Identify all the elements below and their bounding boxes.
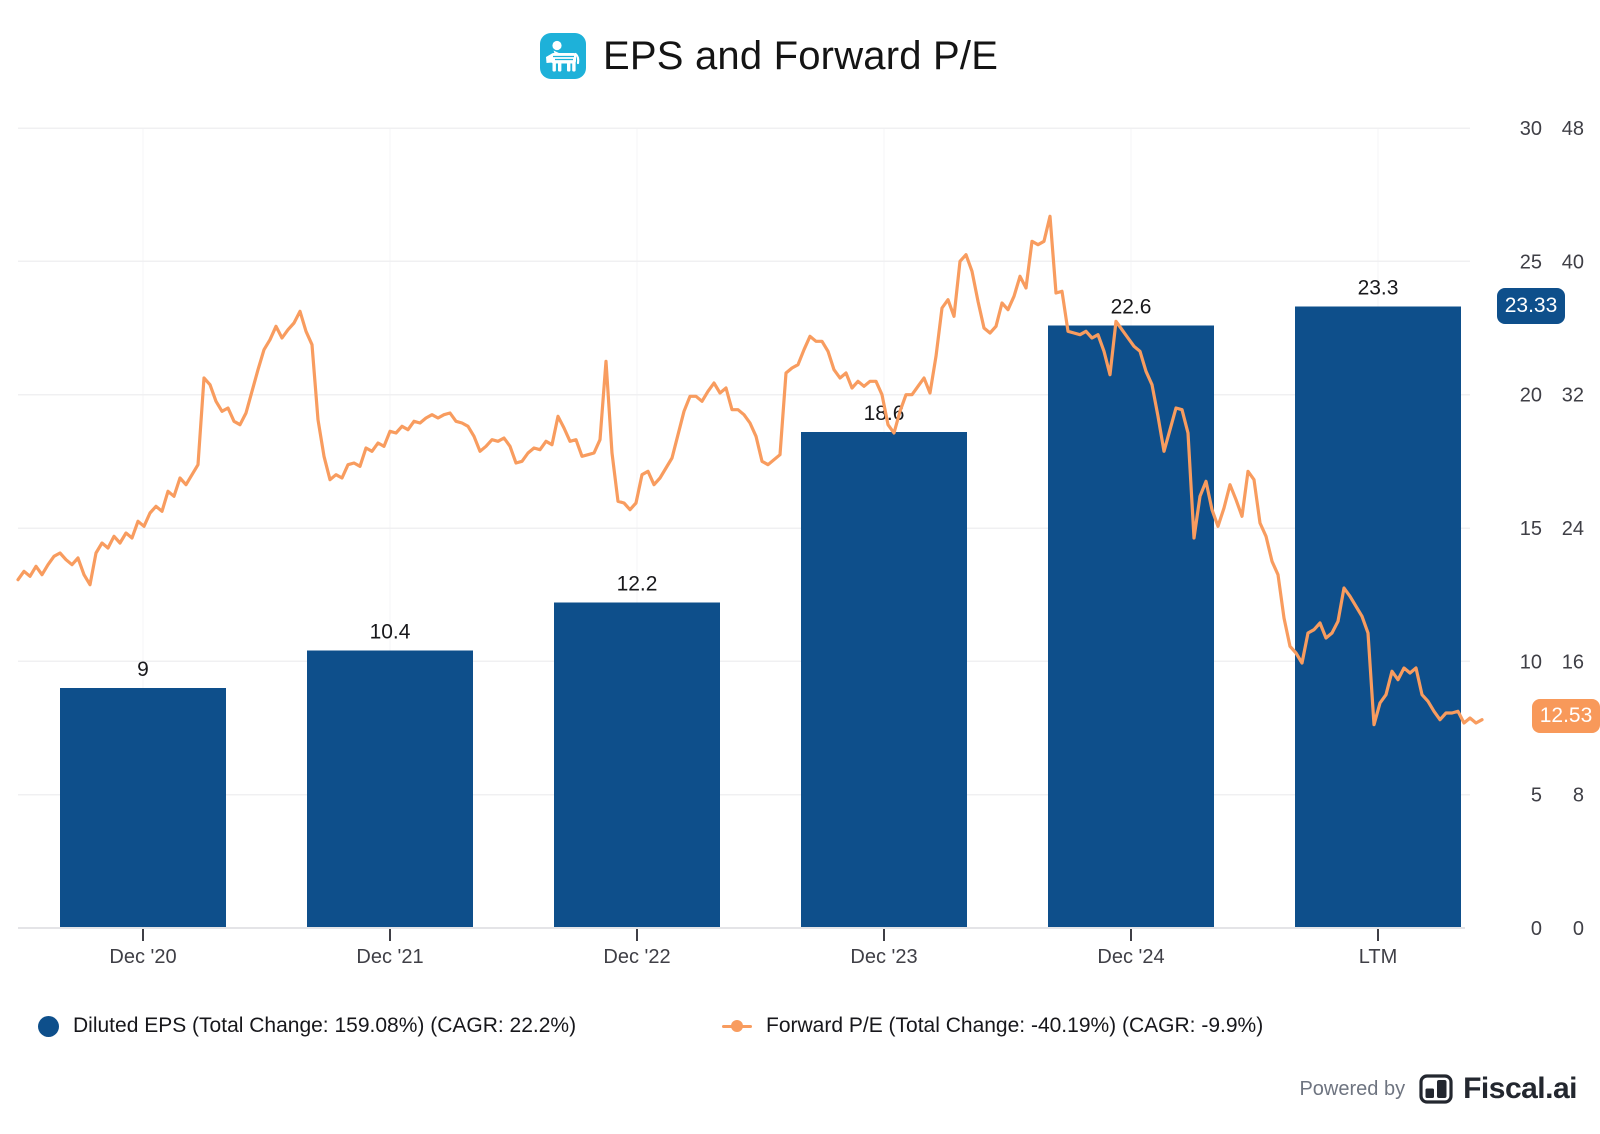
legend-label: Forward P/E (Total Change: -40.19%) (CAG… xyxy=(766,1014,1264,1037)
y-axis-label-eps: 5 xyxy=(1531,785,1542,807)
bar-value-label: 10.4 xyxy=(370,621,411,644)
pe-last-value-badge[interactable]: 12.53 xyxy=(1532,699,1600,733)
x-axis-label: Dec '23 xyxy=(850,946,917,968)
bar-value-label: 22.6 xyxy=(1111,295,1152,318)
page-title: EPS and Forward P/E xyxy=(603,33,999,78)
eps-bar-2[interactable] xyxy=(554,602,720,928)
x-axis-label: Dec '21 xyxy=(356,946,423,968)
eps-bar-1[interactable] xyxy=(307,650,473,928)
y-axis-label-eps: 10 xyxy=(1520,651,1542,673)
bar-value-label: 12.2 xyxy=(617,573,658,596)
legend-label: Diluted EPS (Total Change: 159.08%) (CAG… xyxy=(73,1014,577,1037)
legend-item-forward-pe[interactable]: Forward P/E (Total Change: -40.19%) (CAG… xyxy=(722,1010,1263,1042)
y-axis-label-pe: 40 xyxy=(1562,251,1584,273)
y-axis-label-pe: 32 xyxy=(1562,385,1584,407)
y-axis-label-pe: 16 xyxy=(1562,651,1584,673)
bar-value-label: 23.3 xyxy=(1358,277,1399,300)
y-axis-label-pe: 48 xyxy=(1562,118,1584,140)
y-axis-label-eps: 0 xyxy=(1531,918,1542,940)
x-axis-label: Dec '20 xyxy=(109,946,176,968)
footer-branding[interactable]: Powered by Fiscal.ai xyxy=(1299,1072,1577,1106)
eps-bar-4[interactable] xyxy=(1048,325,1214,928)
fiscal-ai-brand-text: Fiscal.ai xyxy=(1463,1072,1577,1105)
pe-legend-line-dot-icon xyxy=(722,1016,752,1037)
eps-bar-5[interactable] xyxy=(1295,306,1461,929)
eps-last-value-badge[interactable]: 23.33 xyxy=(1497,288,1565,324)
x-axis-label: Dec '22 xyxy=(603,946,670,968)
bar-value-label: 9 xyxy=(137,658,149,681)
x-axis-label: LTM xyxy=(1359,946,1398,968)
y-axis-label-pe: 0 xyxy=(1573,918,1584,940)
bar-value-label: 18.6 xyxy=(864,402,905,425)
y-axis-label-eps: 30 xyxy=(1520,118,1542,140)
forward-pe-line[interactable] xyxy=(16,214,1484,727)
legend-item-diluted-eps[interactable]: Diluted EPS (Total Change: 159.08%) (CAG… xyxy=(38,1010,576,1042)
bull-logo-icon xyxy=(540,33,586,79)
eps-legend-circle-icon xyxy=(38,1015,59,1037)
y-axis-label-pe: 24 xyxy=(1562,518,1584,540)
x-axis-label: Dec '24 xyxy=(1097,946,1164,968)
y-axis-label-eps: 15 xyxy=(1520,518,1542,540)
y-axis-label-pe: 8 xyxy=(1573,785,1584,807)
y-axis-label-eps: 20 xyxy=(1520,385,1542,407)
fiscal-grid-logo-icon xyxy=(1419,1074,1453,1104)
powered-by-text: Powered by xyxy=(1299,1077,1406,1100)
eps-bar-3[interactable] xyxy=(801,432,967,928)
y-axis-label-eps: 25 xyxy=(1520,251,1542,273)
eps-bar-0[interactable] xyxy=(60,688,226,928)
chart-title-row: EPS and Forward P/E xyxy=(540,33,998,79)
